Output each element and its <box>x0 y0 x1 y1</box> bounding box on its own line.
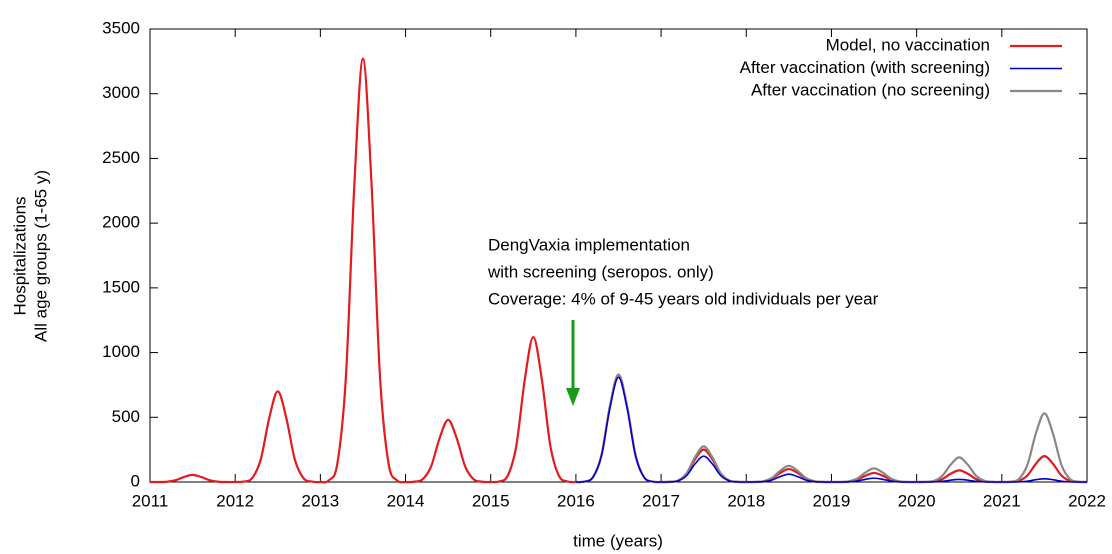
x-tick-label: 2017 <box>642 491 680 510</box>
y-tick-label: 2500 <box>102 148 140 167</box>
y-tick-label: 3500 <box>102 18 140 37</box>
x-axis-label: time (years) <box>573 531 663 550</box>
legend-label: Model, no vaccination <box>826 35 990 54</box>
x-tick-label: 2014 <box>387 491 425 510</box>
legend-label: After vaccination (no screening) <box>751 80 990 99</box>
x-tick-label: 2022 <box>1068 491 1106 510</box>
x-tick-label: 2020 <box>898 491 936 510</box>
y-tick-label: 2000 <box>102 213 140 232</box>
x-tick-label: 2016 <box>557 491 595 510</box>
y-tick-label: 1500 <box>102 277 140 296</box>
x-tick-label: 2021 <box>983 491 1021 510</box>
y-axis-label: All age groups (1-65 y) <box>31 170 50 342</box>
annotation: with screening (seropos. only) <box>487 262 714 281</box>
annotation: DengVaxia implementation <box>488 235 690 254</box>
annotation: Coverage: 4% of 9-45 years old individua… <box>488 289 879 308</box>
y-tick-label: 3000 <box>102 83 140 102</box>
series-line <box>575 373 1088 484</box>
x-tick-label: 2015 <box>472 491 510 510</box>
x-tick-label: 2018 <box>727 491 765 510</box>
annotation-arrowhead <box>566 388 580 406</box>
series-line <box>575 376 1088 483</box>
y-tick-label: 0 <box>131 471 140 490</box>
legend-label: After vaccination (with screening) <box>740 58 990 77</box>
x-tick-label: 2011 <box>132 491 169 510</box>
y-axis-label: Hospitalizations <box>10 196 29 315</box>
x-tick-label: 2012 <box>216 491 254 510</box>
plot-frame <box>149 28 1088 483</box>
y-tick-label: 1000 <box>102 342 140 361</box>
y-tick-label: 500 <box>112 407 140 426</box>
x-tick-label: 2013 <box>301 491 339 510</box>
x-tick-label: 2019 <box>813 491 851 510</box>
